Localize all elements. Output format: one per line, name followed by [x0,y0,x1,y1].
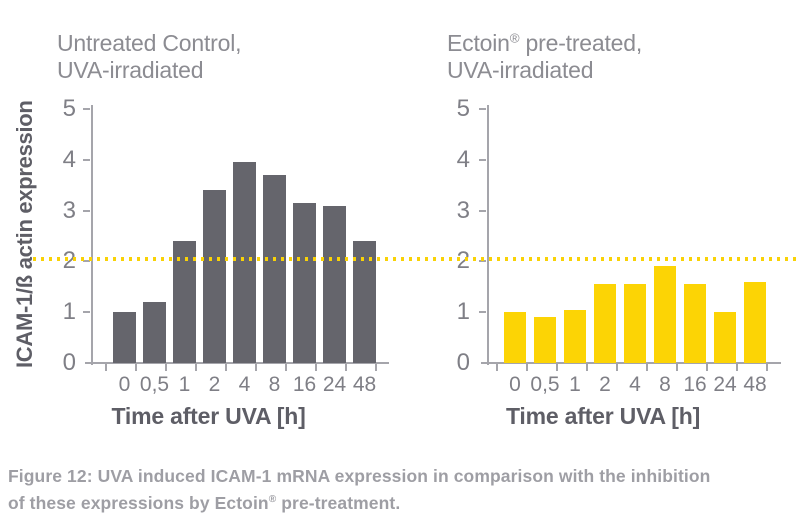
y-tick [479,209,486,212]
bar [233,162,256,363]
y-tick [479,108,486,110]
y-tick-label: 5 [62,95,76,122]
y-tick-label: 5 [456,95,470,122]
chart-title-line2: UVA-irradiated [447,56,594,83]
x-tick [225,363,227,371]
bar [534,317,556,363]
y-tick-label: 1 [456,298,470,326]
y-axis-title: ICAM-1/ß actin expression [12,100,37,368]
x-tick [556,363,558,371]
bar [143,302,166,363]
x-tick-label: 0 [118,373,131,396]
x-tick [255,363,257,371]
x-tick-label: 16 [292,373,317,396]
x-axis-line [85,362,389,364]
x-tick [135,363,137,371]
chart-title-ectoin: Ectoin® pre-treated, UVA-irradiated [447,24,642,84]
threshold-line [33,257,800,261]
y-tick [479,311,486,314]
x-tick [706,363,708,371]
x-tick-label: 0,5 [139,373,170,396]
bar [564,309,586,363]
y-tick-label: 0 [456,349,470,376]
x-tick [285,363,287,371]
x-tick-label: 1 [569,373,581,396]
caption-line2: of these expressions by Ectoin® pre-trea… [8,492,401,513]
x-tick [736,363,738,371]
bar [624,284,646,363]
y-tick-label: 3 [456,196,470,224]
y-tick-label: 2 [428,248,470,274]
x-tick-label: 48 [743,373,767,396]
x-tick [345,363,347,371]
y-tick [83,158,90,161]
chart-title-untreated: Untreated Control, UVA-irradiated [57,24,242,84]
bar [203,190,226,363]
x-tick [646,363,648,371]
x-tick [526,363,528,371]
bar [714,312,736,363]
x-tick-label: 16 [683,373,707,396]
y-tick [83,209,90,212]
x-tick-label: 48 [352,373,377,396]
bar [263,175,286,363]
x-tick [105,363,107,371]
chart-title-line1: Ectoin® pre-treated, [447,29,643,56]
x-tick [766,363,768,371]
y-tick-label: 3 [62,196,76,224]
x-tick-label: 1 [178,373,191,396]
bar [654,266,676,363]
caption-line1: Figure 12: UVA induced ICAM-1 mRNA expre… [8,466,711,486]
chart-title-line2: UVA-irradiated [57,56,204,83]
x-tick [165,363,167,371]
y-tick-label: 4 [62,145,76,173]
figure-caption: Figure 12: UVA induced ICAM-1 mRNA expre… [8,465,710,515]
y-tick-label: 1 [62,298,76,326]
x-tick [586,363,588,371]
x-tick-label: 8 [268,373,281,396]
chart-title-line1: Untreated Control, [57,29,242,56]
bar [504,312,526,363]
x-tick-label: 4 [238,373,251,396]
x-tick-label: 24 [713,373,737,396]
x-axis-title: Time after UVA [h] [111,403,306,429]
x-axis-line [481,362,781,364]
bar [744,281,766,363]
x-tick [375,363,377,371]
x-tick [676,363,678,371]
y-tick-label: 4 [456,145,470,173]
bar [594,284,616,363]
x-tick-label: 24 [322,373,347,396]
bar [113,312,136,363]
x-tick-label: 0,5 [530,373,560,396]
bar [323,205,346,363]
y-axis-line [487,105,489,365]
x-tick-label: 4 [629,373,641,396]
registered-mark: ® [268,494,277,505]
x-tick [195,363,197,371]
y-tick-label: 0 [62,349,76,376]
x-axis-title: Time after UVA [h] [505,403,701,429]
y-tick [83,108,90,110]
y-tick [479,158,486,161]
y-axis-line [91,105,93,365]
x-tick-label: 2 [599,373,611,396]
y-tick-label: 2 [34,248,76,274]
x-tick-label: 0 [509,373,521,396]
x-tick-label: 8 [659,373,671,396]
x-tick-label: 2 [208,373,221,396]
bar [293,202,316,363]
x-tick [315,363,317,371]
x-tick [496,363,498,371]
y-tick [83,311,90,314]
x-tick [616,363,618,371]
bar [684,284,706,363]
registered-mark: ® [509,30,520,45]
